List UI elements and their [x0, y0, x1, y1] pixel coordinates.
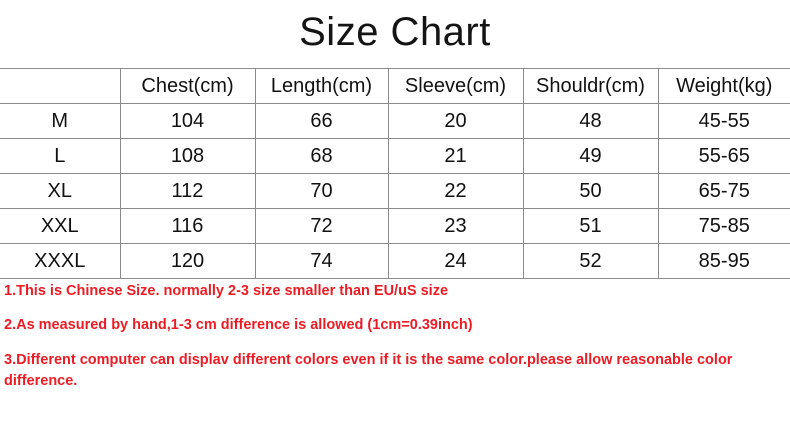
- column-header-shoulder: Shouldr(cm): [523, 68, 659, 104]
- cell-shoulder: 52: [523, 243, 659, 279]
- note-color-difference: 3.Different computer can displav differe…: [4, 352, 733, 389]
- cell-chest: 112: [120, 173, 256, 209]
- table-row: XL 112 70 22 50 65-75: [0, 173, 790, 209]
- column-header-sleeve: Sleeve(cm): [388, 68, 524, 104]
- cell-length: 66: [255, 103, 389, 139]
- cell-chest: 120: [120, 243, 256, 279]
- cell-weight: 85-95: [658, 243, 790, 279]
- cell-sleeve: 20: [388, 103, 524, 139]
- cell-sleeve: 24: [388, 243, 524, 279]
- cell-weight: 65-75: [658, 173, 790, 209]
- cell-length: 72: [255, 208, 389, 244]
- cell-weight: 55-65: [658, 138, 790, 174]
- page-title: Size Chart: [299, 10, 491, 54]
- cell-weight: 45-55: [658, 103, 790, 139]
- note-chinese-size: 1.This is Chinese Size. normally 2-3 siz…: [4, 283, 449, 299]
- column-header-weight: Weight(kg): [658, 68, 790, 104]
- table-row: M 104 66 20 48 45-55: [0, 103, 790, 139]
- cell-shoulder: 49: [523, 138, 659, 174]
- column-header-size: [0, 68, 121, 104]
- cell-shoulder: 51: [523, 208, 659, 244]
- cell-chest: 116: [120, 208, 256, 244]
- table-row: XXXL 120 74 24 52 85-95: [0, 243, 790, 279]
- cell-size: XL: [0, 173, 121, 209]
- size-chart-table: Chest(cm) Length(cm) Sleeve(cm) Shouldr(…: [0, 68, 790, 279]
- cell-size: XXL: [0, 208, 121, 244]
- cell-chest: 104: [120, 103, 256, 139]
- cell-size: XXXL: [0, 243, 121, 279]
- cell-length: 68: [255, 138, 389, 174]
- note-measure-tolerance: 2.As measured by hand,1-3 cm difference …: [4, 317, 473, 333]
- column-header-chest: Chest(cm): [120, 68, 256, 104]
- table-row: XXL 116 72 23 51 75-85: [0, 208, 790, 244]
- column-header-length: Length(cm): [255, 68, 389, 104]
- cell-size: M: [0, 103, 121, 139]
- cell-shoulder: 50: [523, 173, 659, 209]
- table-row: L 108 68 21 49 55-65: [0, 138, 790, 174]
- cell-weight: 75-85: [658, 208, 790, 244]
- cell-length: 70: [255, 173, 389, 209]
- cell-sleeve: 23: [388, 208, 524, 244]
- table-header-row: Chest(cm) Length(cm) Sleeve(cm) Shouldr(…: [0, 68, 790, 104]
- cell-chest: 108: [120, 138, 256, 174]
- cell-sleeve: 22: [388, 173, 524, 209]
- notes-section: 1.This is Chinese Size. normally 2-3 siz…: [4, 282, 786, 392]
- cell-size: L: [0, 138, 121, 174]
- cell-length: 74: [255, 243, 389, 279]
- cell-sleeve: 21: [388, 138, 524, 174]
- cell-shoulder: 48: [523, 103, 659, 139]
